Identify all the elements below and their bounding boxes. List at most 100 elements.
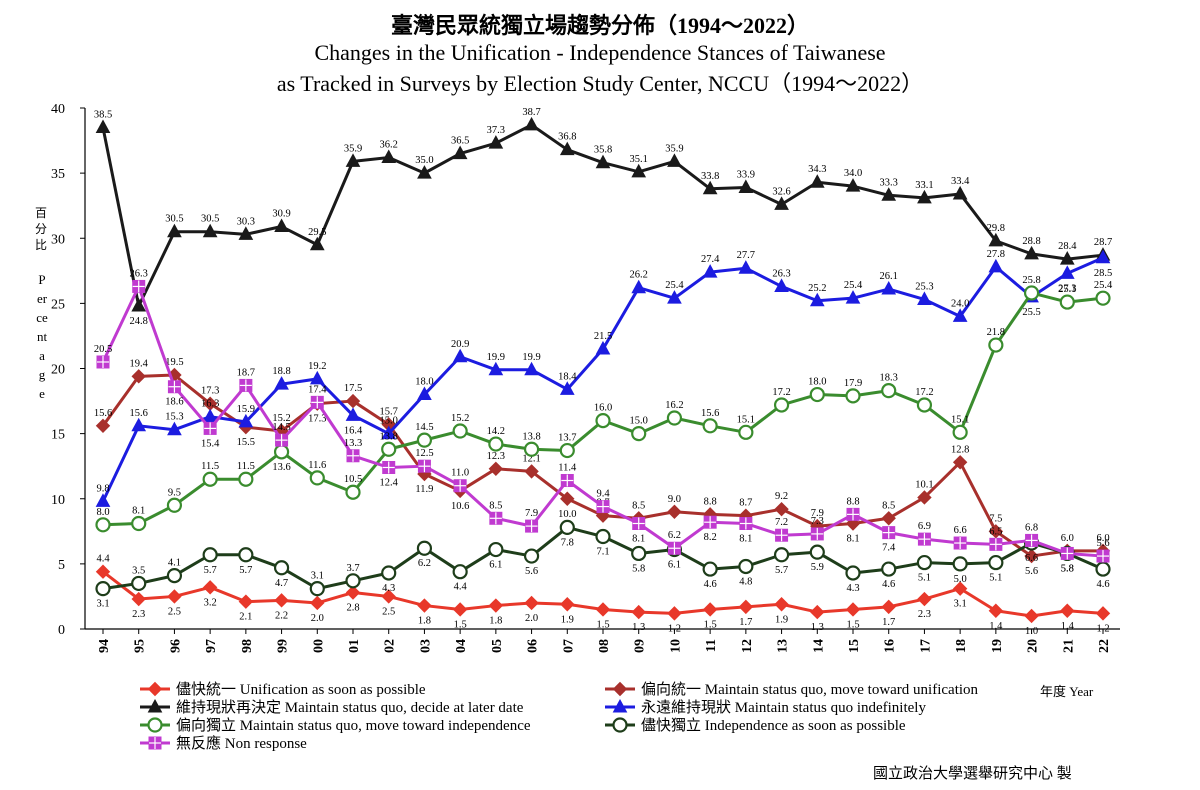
data-point (202, 408, 218, 423)
legend-marker (147, 717, 163, 733)
data-label: 6.5 (989, 526, 1002, 537)
data-label: 30.5 (165, 214, 183, 225)
data-point (595, 154, 611, 169)
data-point (381, 149, 397, 163)
data-label: 15.6 (130, 408, 148, 419)
data-label: 26.2 (630, 270, 648, 281)
data-label: 33.9 (737, 169, 755, 180)
data-label: 38.7 (522, 107, 540, 118)
data-label: 4.8 (739, 576, 752, 587)
data-point (560, 491, 575, 506)
data-point (738, 260, 754, 274)
data-label: 3.7 (346, 563, 359, 574)
series-4: 8.0 8.19.511.5 11.5 13.6 11.610.513.814.515.… (95, 275, 1113, 533)
data-label: 8.1 (846, 533, 859, 544)
data-point (488, 541, 504, 558)
data-label: 10.5 (344, 474, 362, 485)
x-tick-label: 95 (133, 639, 148, 653)
data-label: 35.9 (344, 143, 362, 154)
data-label: 4.1 (168, 558, 181, 569)
data-label: 5.6 (1025, 566, 1038, 577)
data-point (881, 511, 896, 526)
data-label: 8.8 (704, 496, 717, 507)
data-label: 18.4 (558, 371, 577, 382)
data-label: 8.1 (632, 533, 645, 544)
data-label: 14.2 (487, 426, 505, 437)
data-label: 27.3 (1058, 283, 1076, 294)
data-label: 15.9 (237, 404, 255, 415)
data-label: 17.4 (308, 384, 327, 395)
data-label: 8.0 (96, 507, 109, 518)
data-point (238, 547, 254, 563)
data-label: 2.3 (132, 609, 145, 620)
x-tick-label: 05 (490, 639, 505, 653)
data-label: 8.5 (882, 500, 895, 511)
data-label: 16.2 (665, 400, 683, 411)
data-point (881, 561, 897, 577)
data-point (524, 595, 539, 611)
data-label: 34.0 (844, 168, 862, 179)
data-label: 25.4 (1094, 280, 1113, 291)
data-label: 8.1 (132, 505, 145, 516)
data-point (381, 589, 396, 604)
x-tick-label: 07 (561, 639, 576, 653)
data-point (345, 407, 361, 421)
data-label: 2.2 (275, 610, 288, 621)
data-point (738, 599, 754, 615)
y-tick-label: 0 (58, 623, 65, 638)
x-tick-label: 21 (1061, 639, 1076, 653)
data-label: 19.4 (130, 358, 149, 369)
data-label: 3.5 (132, 565, 145, 576)
data-point (667, 504, 682, 519)
data-label: 4.3 (382, 583, 395, 594)
data-point (488, 598, 504, 613)
data-label: 8.8 (846, 496, 859, 507)
data-point (988, 554, 1004, 571)
data-point (417, 598, 432, 613)
data-label: 4.3 (846, 583, 859, 594)
data-point (417, 386, 432, 401)
data-point (202, 580, 218, 595)
data-point (238, 471, 254, 487)
data-label: 15.6 (94, 408, 112, 419)
data-label: 15.6 (701, 408, 719, 419)
x-tick-label: 94 (97, 639, 112, 653)
data-point (273, 444, 290, 460)
data-label: 6.9 (918, 521, 931, 532)
data-point (95, 564, 111, 579)
data-label: 4.4 (454, 582, 468, 593)
data-point (1060, 603, 1075, 618)
data-point (202, 223, 218, 238)
data-label: 4.6 (704, 579, 717, 590)
data-point (381, 565, 397, 581)
data-point (488, 436, 504, 452)
data-point (916, 397, 933, 413)
data-point (809, 174, 825, 188)
data-label: 15.4 (201, 438, 220, 449)
data-label: 8.2 (704, 532, 717, 543)
data-label: 6.6 (954, 525, 967, 536)
data-label: 25.1 (1058, 284, 1076, 295)
x-tick-label: 13 (776, 639, 791, 653)
data-point (417, 165, 432, 179)
data-label: 18.3 (880, 373, 898, 384)
data-label: 30.9 (272, 209, 290, 220)
data-label: 6.1 (668, 560, 681, 571)
data-label: 5.9 (811, 562, 824, 573)
data-point (416, 540, 433, 556)
data-label: 35.0 (415, 155, 433, 166)
data-label: 1.5 (454, 619, 467, 630)
data-point (774, 278, 789, 292)
data-point (845, 290, 861, 304)
data-point (488, 361, 504, 376)
data-point (381, 425, 397, 440)
y-tick-label: 15 (51, 428, 65, 443)
data-point (452, 423, 468, 439)
data-label: 6.0 (1096, 533, 1109, 544)
data-point (1059, 251, 1075, 265)
series-0: 4.4 2.3 2.5 3.2 2.1 2.2 2.0 2.8 2.5 1.8 1.5 1.8 2.0 1… (95, 554, 1111, 637)
data-label: 15.1 (737, 414, 755, 425)
data-label: 2.3 (918, 609, 931, 620)
data-label: 15.3 (165, 412, 183, 423)
